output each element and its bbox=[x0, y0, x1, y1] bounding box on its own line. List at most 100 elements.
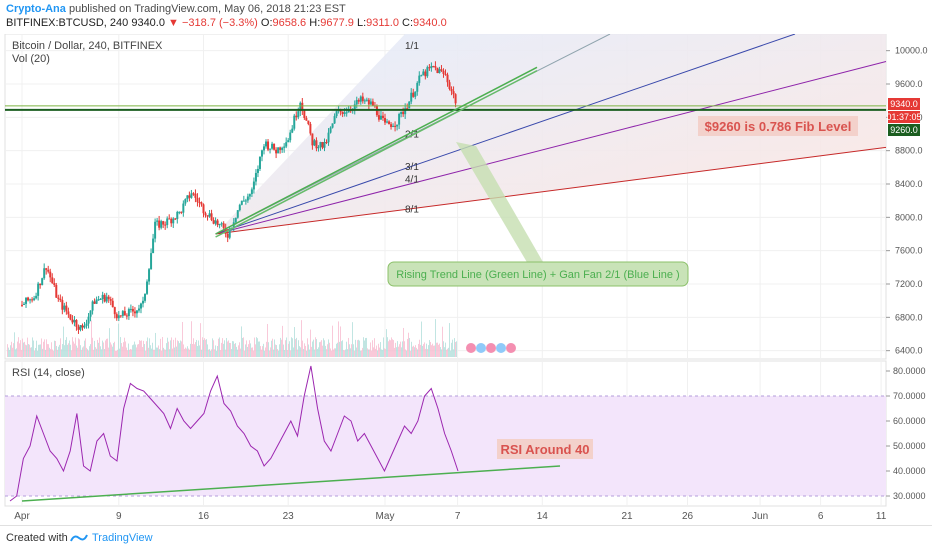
volume-bar bbox=[26, 345, 27, 357]
volume-bar bbox=[385, 348, 386, 357]
candle-body bbox=[174, 218, 177, 220]
volume-bar bbox=[253, 350, 254, 357]
volume-bar bbox=[367, 348, 368, 357]
event-flag-icon[interactable] bbox=[486, 343, 496, 353]
volume-bar bbox=[227, 341, 228, 357]
candle-body bbox=[267, 141, 270, 150]
volume-bar bbox=[152, 342, 153, 357]
volume-bar bbox=[288, 343, 289, 357]
candle-body bbox=[369, 101, 372, 105]
candle-body bbox=[390, 124, 393, 127]
candle-body bbox=[113, 307, 116, 315]
volume-bar bbox=[291, 337, 292, 357]
candles bbox=[5, 61, 886, 334]
candle-body bbox=[101, 294, 104, 299]
volume-bar bbox=[397, 341, 398, 357]
volume-bar bbox=[332, 325, 333, 357]
volume-bar bbox=[322, 345, 323, 357]
candle-body bbox=[250, 189, 253, 195]
volume-bar bbox=[314, 349, 315, 357]
volume-bar bbox=[56, 345, 57, 357]
tradingview-brand-link[interactable]: TradingView bbox=[92, 532, 153, 544]
volume-bar bbox=[96, 348, 97, 357]
volume-bar bbox=[454, 338, 455, 357]
candle-body bbox=[198, 202, 201, 204]
candle-body bbox=[222, 223, 225, 228]
x-tick-label: 11 bbox=[876, 511, 887, 522]
event-flags[interactable] bbox=[466, 343, 516, 353]
candle-body bbox=[408, 101, 411, 109]
candle-body bbox=[331, 123, 334, 128]
volume-bar bbox=[359, 340, 360, 357]
volume-bar bbox=[316, 339, 317, 357]
volume-bar bbox=[155, 332, 156, 357]
candle-body bbox=[117, 315, 120, 319]
volume-bar bbox=[161, 350, 162, 357]
volume-bar bbox=[430, 341, 431, 357]
rising-trend-line bbox=[215, 66, 538, 235]
volume-bar bbox=[272, 338, 273, 357]
candle-body bbox=[315, 140, 318, 149]
volume-bar bbox=[7, 344, 8, 357]
candle-body bbox=[63, 305, 66, 310]
volume-bar bbox=[41, 338, 42, 357]
volume-bar bbox=[241, 326, 242, 357]
volume-bar bbox=[130, 348, 131, 357]
volume-bar bbox=[259, 341, 260, 357]
volume-bar bbox=[134, 341, 135, 357]
event-flag-icon[interactable] bbox=[466, 343, 476, 353]
volume-bar bbox=[390, 340, 391, 357]
created-with-text: Created with bbox=[6, 532, 68, 544]
volume-bar bbox=[180, 340, 181, 357]
candle-body bbox=[381, 115, 384, 118]
event-flag-icon[interactable] bbox=[506, 343, 516, 353]
event-flag-icon[interactable] bbox=[476, 343, 486, 353]
volume-bar bbox=[132, 345, 133, 357]
candle-body bbox=[214, 220, 217, 224]
candle-body bbox=[305, 117, 308, 121]
volume-bar bbox=[20, 340, 21, 357]
volume-bar bbox=[244, 350, 245, 357]
volume-bar bbox=[431, 345, 432, 357]
volume-bar bbox=[212, 338, 213, 357]
volume-bar bbox=[27, 337, 28, 357]
volume-bar bbox=[196, 339, 197, 357]
volume-bar bbox=[39, 344, 40, 357]
candle-body bbox=[240, 200, 243, 205]
volume-bar bbox=[448, 347, 449, 357]
volume-bar bbox=[135, 344, 136, 357]
candle-body bbox=[121, 311, 124, 316]
volume-bar bbox=[88, 350, 89, 357]
candle-body bbox=[220, 223, 223, 225]
volume-bar bbox=[245, 344, 246, 357]
volume-bar bbox=[237, 349, 238, 357]
countdown-badge-text: 01:37:05 bbox=[886, 112, 921, 122]
volume-bar bbox=[265, 347, 266, 357]
volume-bar bbox=[74, 343, 75, 357]
axis-ticks: Apr 9 16 23 May 7 14 21 26 Jun 6 11 6400.0 6800.0 7200… bbox=[14, 46, 927, 522]
volume-bar bbox=[164, 349, 165, 357]
candle-body bbox=[289, 132, 292, 141]
volume-bar bbox=[104, 349, 105, 357]
volume-bar bbox=[315, 337, 316, 357]
open-value: 9658.6 bbox=[272, 17, 307, 29]
volume-bar bbox=[297, 349, 298, 357]
event-flag-icon[interactable] bbox=[496, 343, 506, 353]
fib-callout bbox=[698, 116, 858, 136]
volume-bar bbox=[81, 349, 82, 357]
volume-bar bbox=[450, 350, 451, 357]
volume-bar bbox=[420, 344, 421, 357]
author-link[interactable]: Crypto-Ana bbox=[6, 3, 66, 15]
volume-bar bbox=[362, 347, 363, 357]
candle-body bbox=[97, 299, 100, 301]
volume-bar bbox=[24, 341, 25, 357]
candle-body bbox=[420, 75, 423, 77]
volume-bar bbox=[380, 342, 381, 357]
candle-body bbox=[432, 66, 435, 68]
candle-body bbox=[135, 310, 138, 314]
volume-bar bbox=[444, 347, 445, 357]
candle-body bbox=[446, 74, 449, 83]
chart-canvas[interactable]: 1/12/13/14/18/1 Apr91623May7142126Jun611… bbox=[0, 34, 932, 525]
volume-bar bbox=[232, 341, 233, 357]
volume-bar bbox=[117, 349, 118, 357]
